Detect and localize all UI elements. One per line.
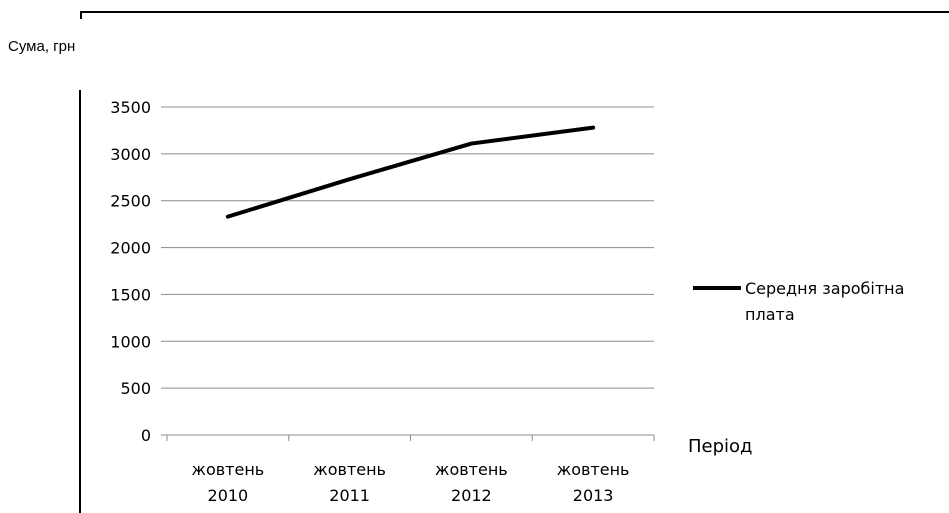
y-tick-label: 2000 [110,239,151,258]
legend-label: Середня заробітна [745,279,904,298]
y-axis-label: Сума, грн [8,38,76,55]
x-tick-label: 2013 [573,486,614,505]
legend-label: плата [745,305,795,324]
x-tick-label: жовтень [313,460,386,479]
x-tick-label: жовтень [192,460,265,479]
y-tick-label: 1000 [110,332,151,351]
gridlines [167,106,654,389]
y-tick-label: 1500 [110,285,151,304]
x-tick-label: 2011 [329,486,370,505]
x-tick-label: 2010 [208,486,249,505]
frame-left-border [79,90,81,513]
x-tick-label: 2012 [451,486,492,505]
y-tick-label: 3500 [110,98,151,117]
series-lines [225,125,596,219]
x-axis [166,434,655,441]
x-tick-label: жовтень [435,460,508,479]
y-tick-label: 2500 [110,192,151,211]
frame-top-corner [80,11,82,19]
frame-top-border [80,11,949,13]
x-axis-label: Період [688,436,753,457]
x-tick-labels: жовтень 2010 жовтень 2011 жовтень 2012 жовтень… [192,460,630,505]
y-tick-label: 500 [120,379,151,398]
y-tick-label: 3000 [110,145,151,164]
legend: Середня заробітна плата [693,279,904,324]
y-tick-label: 0 [141,426,151,445]
y-tick-labels: 0 500 1000 1500 2000 2500 3000 3500 [110,98,167,445]
x-tick-label: жовтень [557,460,630,479]
series-line [225,125,596,219]
